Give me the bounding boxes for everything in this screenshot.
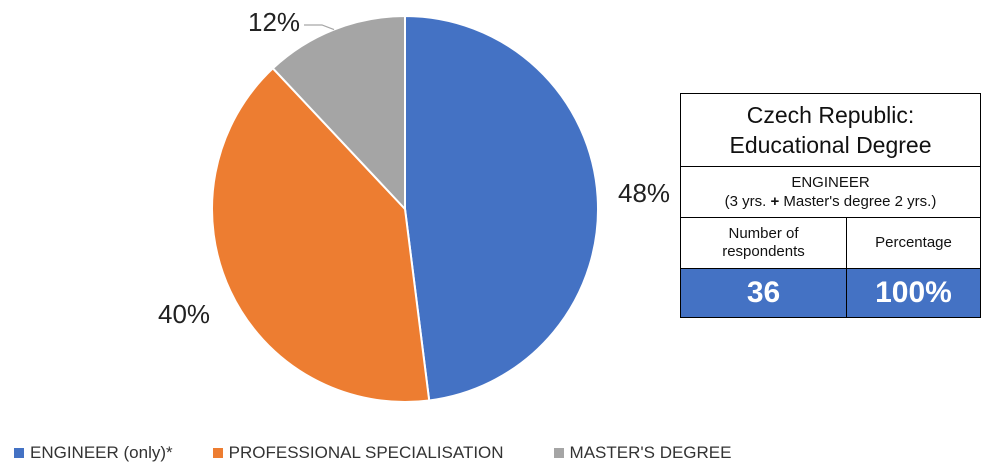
pie-chart: 48% 40% 12% <box>158 7 670 403</box>
table-title-line1: Czech Republic: <box>746 102 915 128</box>
col-header-percentage: Percentage <box>846 217 981 269</box>
table-subtitle-line2: (3 yrs. + Master's degree 2 yrs.) <box>681 192 980 211</box>
legend-item-3: MASTER'S DEGREE <box>553 443 732 463</box>
pie-slice-1 <box>404 14 599 402</box>
chart-legend: ENGINEER (only)* PROFESSIONAL SPECIALISAT… <box>14 440 732 466</box>
legend-item-2: PROFESSIONAL SPECIALISATION <box>212 443 504 463</box>
slice-label-2: 40% <box>158 299 210 329</box>
legend-label-3: MASTER'S DEGREE <box>569 443 732 462</box>
table-subtitle: ENGINEER (3 yrs. + Master's degree 2 yrs… <box>680 166 981 218</box>
slice-label-3: 12% <box>248 7 300 37</box>
value-percentage: 100% <box>846 268 981 318</box>
col-header-respondents-line1: Number of <box>728 225 799 242</box>
table-subtitle-plus: + <box>770 193 780 210</box>
legend-swatch-2 <box>212 448 223 458</box>
legend-swatch-1 <box>14 448 24 458</box>
table-subtitle-post: Master's degree 2 yrs.) <box>779 193 937 210</box>
table-title-line2: Educational Degree <box>729 132 932 158</box>
col-header-respondents: Number of respondents <box>680 217 847 269</box>
slice-label-1: 48% <box>618 178 670 208</box>
col-header-respondents-line2: respondents <box>722 243 805 260</box>
legend-swatch-3 <box>553 448 564 458</box>
summary-table: Czech Republic: Educational Degree ENGIN… <box>680 93 981 318</box>
table-title: Czech Republic: Educational Degree <box>680 93 981 167</box>
table-subtitle-pre: (3 yrs. <box>724 193 771 210</box>
legend-item-1: ENGINEER (only)* <box>14 443 173 463</box>
table-subtitle-line1: ENGINEER <box>791 174 870 191</box>
leader-line-3 <box>304 24 335 31</box>
legend-label-2: PROFESSIONAL SPECIALISATION <box>228 443 504 462</box>
value-respondents: 36 <box>680 268 847 318</box>
pie-slice-2 <box>211 66 431 403</box>
legend-label-1: ENGINEER (only)* <box>30 443 173 462</box>
